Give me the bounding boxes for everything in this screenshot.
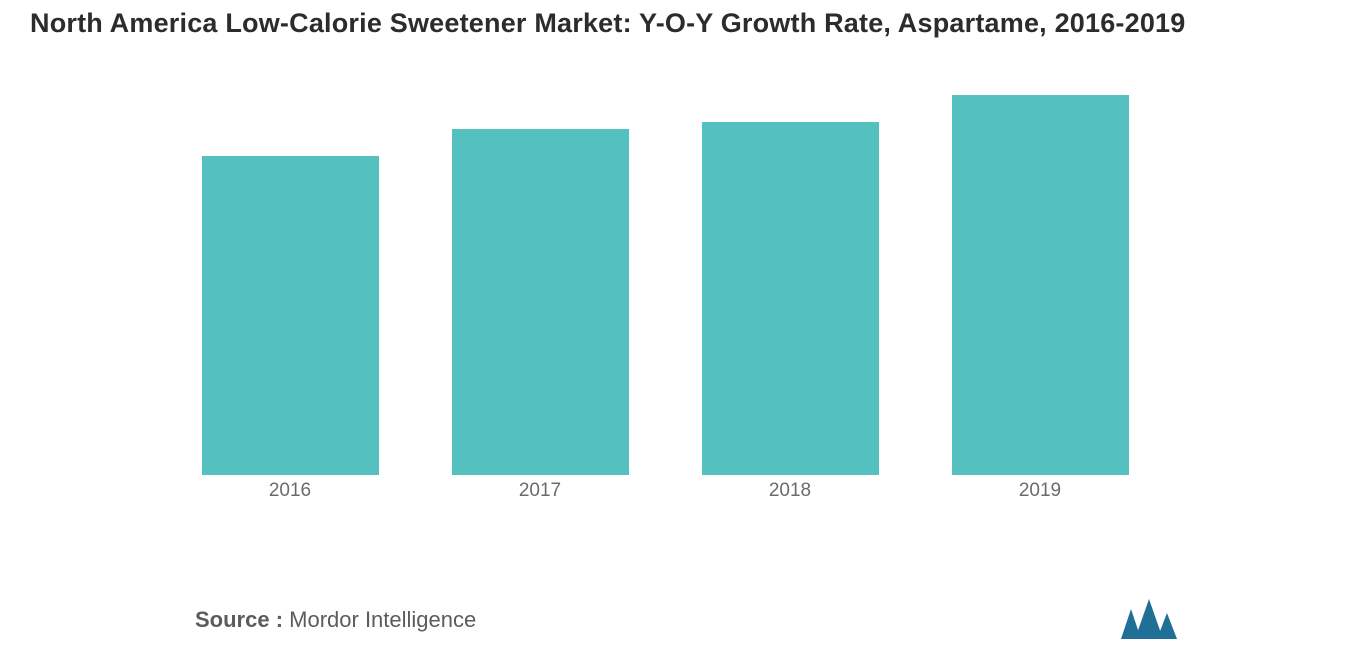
bar — [202, 156, 379, 475]
source-label: Source : — [195, 607, 283, 632]
plot-area — [165, 95, 1165, 475]
source-text: Mordor Intelligence — [283, 607, 476, 632]
chart-container: North America Low-Calorie Sweetener Mark… — [0, 0, 1366, 655]
chart-footer: Source : Mordor Intelligence — [0, 593, 1366, 633]
bars-row — [165, 95, 1165, 475]
bar-slot — [165, 95, 415, 475]
source-line: Source : Mordor Intelligence — [195, 607, 476, 633]
x-axis-label: 2016 — [165, 480, 415, 502]
mordor-logo-icon — [1121, 599, 1181, 639]
bar — [702, 122, 879, 475]
bar-slot — [665, 95, 915, 475]
x-axis-label: 2017 — [415, 480, 665, 502]
x-axis-label: 2019 — [915, 480, 1165, 502]
bar — [952, 95, 1129, 475]
chart-title: North America Low-Calorie Sweetener Mark… — [30, 8, 1356, 39]
bar-slot — [915, 95, 1165, 475]
bar — [452, 129, 629, 475]
bar-slot — [415, 95, 665, 475]
x-axis-labels: 2016201720182019 — [165, 480, 1165, 502]
x-axis-label: 2018 — [665, 480, 915, 502]
